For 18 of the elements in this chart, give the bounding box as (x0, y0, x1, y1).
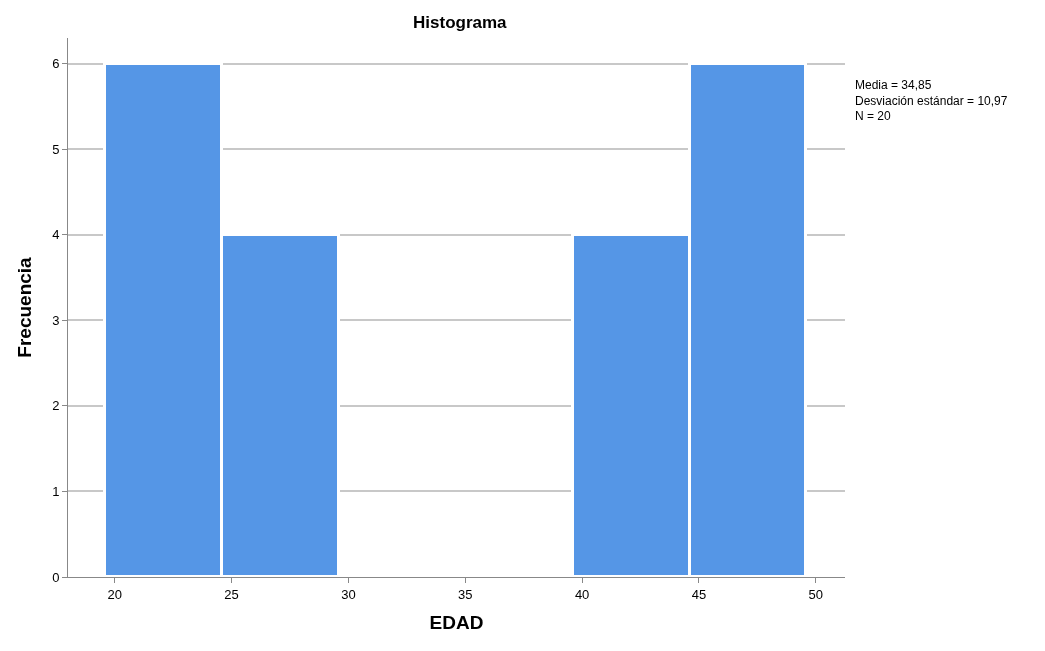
x-tick-label: 40 (574, 586, 590, 602)
y-tick-label: 0 (52, 569, 60, 585)
x-tick-label: 50 (808, 586, 824, 602)
text: Media = 34,85 Desviación estándar = 10,97 N = 20 (855, 78, 1008, 124)
x-tick-label: 45 (691, 586, 707, 602)
y-tick-label: 4 (52, 227, 60, 243)
y-tick-label: 6 (52, 56, 60, 72)
x-tick-label: 20 (107, 586, 122, 602)
y-tick-label: 5 (52, 141, 60, 157)
y-tick-label: 3 (52, 312, 60, 328)
y-tick-label: 2 (52, 398, 60, 414)
y-axis-title: Frecuencia (14, 256, 36, 358)
x-axis-title: EDAD (429, 612, 484, 634)
y-tick-label: 1 (52, 483, 60, 499)
x-tick-label: 30 (341, 586, 356, 602)
x-tick-label: 35 (458, 586, 473, 602)
x-tick-label: 25 (224, 586, 239, 602)
chart-title: Histograma (413, 13, 508, 33)
